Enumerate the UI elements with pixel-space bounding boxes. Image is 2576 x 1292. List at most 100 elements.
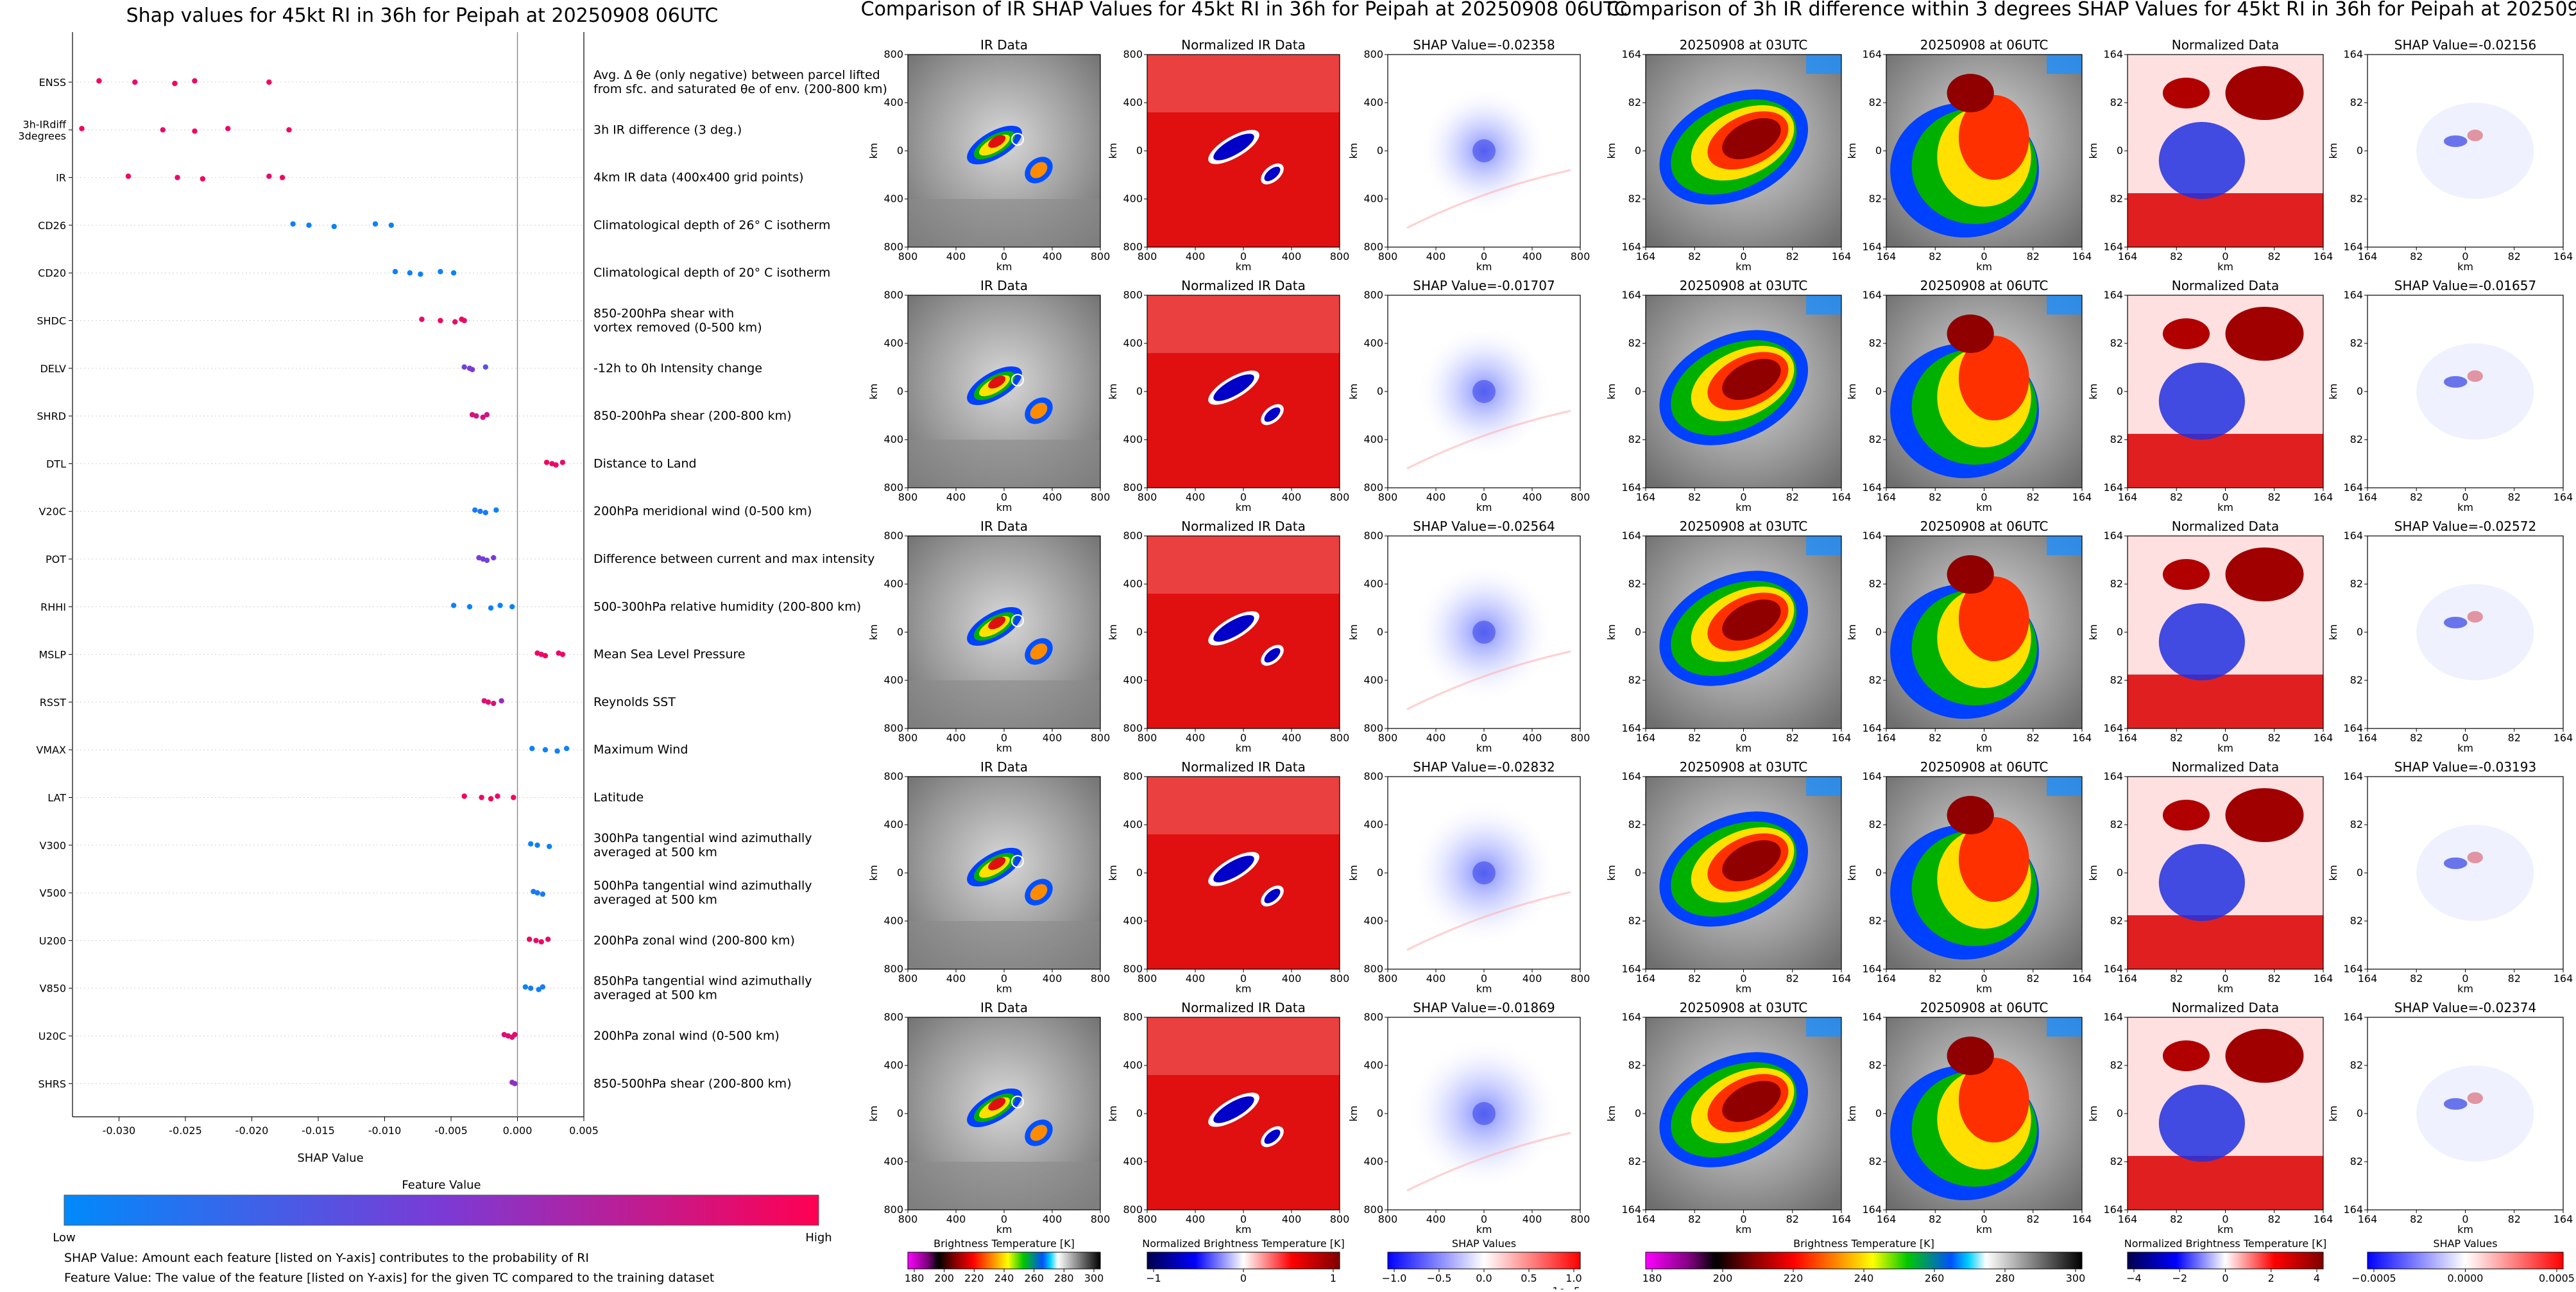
x-tick-label: 164 [2554, 1213, 2573, 1225]
feature-label: IR [56, 172, 66, 184]
y-tick-label: 800 [883, 1203, 903, 1216]
x-tick-label: 82 [2027, 250, 2040, 263]
shap-point [540, 984, 546, 990]
y-tick-label: 164 [1862, 241, 1882, 253]
y-tick-label: 164 [2343, 241, 2363, 253]
norm-ir-band [1264, 1129, 1281, 1144]
shapdiff-blue [2443, 617, 2468, 628]
x-tick-label: 82 [1688, 1213, 1701, 1225]
feature-label: SHRS [38, 1078, 66, 1090]
y-tick-label: 800 [1363, 481, 1383, 494]
colorbar-tick-label: −4 [2126, 1272, 2142, 1284]
normdiff-blue [2158, 1085, 2245, 1162]
feature-label: U200 [39, 935, 66, 947]
irdiff-dark [1947, 1037, 1994, 1075]
shap-point [290, 221, 296, 227]
x-tick-label: 82 [2170, 732, 2183, 744]
x-tick-label: 82 [2268, 491, 2281, 503]
y-tick-label: 0 [1635, 866, 1641, 879]
y-tick-label: 0 [2117, 626, 2123, 638]
y-tick-label: 800 [883, 481, 903, 494]
y-tick-label: 400 [883, 674, 903, 686]
y-tick-label: 82 [2110, 193, 2123, 205]
ir-cloud-red [988, 857, 1006, 870]
x-axis-label: km [2217, 742, 2233, 754]
irdiff-dark [1722, 1081, 1781, 1123]
shapdiff-red [2467, 852, 2483, 863]
y-tick-label: 400 [1123, 433, 1143, 445]
x-axis-label: km [1236, 1223, 1252, 1236]
panel-title: Normalized Data [2172, 278, 2280, 293]
colorbar-tick-label: 0 [1240, 1272, 1247, 1284]
ir-band-orange [1030, 402, 1048, 419]
y-axis-label: km [1846, 1106, 1858, 1122]
x-tick-label: 400 [1523, 1213, 1542, 1225]
y-tick-label: 0 [2357, 385, 2363, 397]
y-tick-label: 82 [1628, 915, 1641, 927]
colorbar [1645, 1252, 2083, 1270]
y-axis-label: km [1107, 865, 1119, 881]
y-tick-label: 800 [1363, 963, 1383, 975]
x-tick-label: 82 [2268, 732, 2281, 744]
shapdiff-blue [2443, 857, 2468, 869]
colorbar-label: Brightness Temperature [K] [934, 1237, 1075, 1250]
y-tick-label: 400 [1123, 337, 1143, 349]
x-tick-label: 82 [2268, 250, 2281, 263]
shap-point [479, 795, 484, 800]
y-axis-label: km [867, 384, 880, 400]
shap-red-streak [1406, 1132, 1571, 1192]
shapdiff-haze [2416, 584, 2534, 680]
ir-band-orange [1030, 884, 1048, 900]
shap-point [192, 78, 198, 84]
x-tick-label: -0.015 [302, 1124, 335, 1137]
y-tick-label: 0 [2117, 866, 2123, 879]
panel-title: 20250908 at 06UTC [1920, 37, 2049, 53]
shap-point [482, 364, 489, 370]
colorbar [1147, 1252, 1340, 1270]
x-tick-label: 0 [2462, 732, 2468, 744]
feature-description: 200hPa zonal wind (200-800 km) [593, 933, 795, 947]
y-tick-label: 82 [2110, 1155, 2123, 1167]
x-tick-label: 400 [1426, 972, 1446, 985]
irdiff-dark [1947, 555, 1994, 594]
x-tick-label: 82 [2508, 250, 2521, 263]
x-axis-label: km [996, 261, 1012, 273]
x-axis-label: km [2457, 742, 2473, 754]
colorbar-multiplier: 1e−5 [1552, 1285, 1580, 1289]
irdiff-dark [1947, 314, 1994, 353]
shap-point [450, 270, 457, 276]
y-tick-label: 164 [2343, 530, 2363, 542]
shap-point [469, 366, 475, 372]
normdiff-dark-left [2162, 559, 2210, 590]
x-tick-label: 800 [1330, 732, 1350, 744]
x-axis-label: km [1976, 1223, 1992, 1236]
x-tick-label: 164 [2314, 250, 2333, 263]
x-tick-label: -0.010 [368, 1124, 402, 1137]
x-axis-label: km [1476, 1223, 1492, 1236]
y-tick-label: 400 [883, 578, 903, 590]
footnote-feature: Feature Value: The value of the feature … [64, 1271, 714, 1285]
y-tick-label: 82 [1628, 1155, 1641, 1167]
shap-point [132, 79, 138, 85]
norm-ir-core [1213, 374, 1254, 401]
shap-core [1472, 380, 1496, 403]
y-tick-label: 82 [1628, 337, 1641, 349]
shap-point [491, 700, 497, 707]
y-tick-label: 82 [1628, 433, 1641, 445]
y-tick-label: 400 [1123, 1059, 1143, 1071]
x-tick-label: 400 [946, 1213, 966, 1225]
y-tick-label: 0 [2117, 1107, 2123, 1119]
y-axis-label: km [2087, 143, 2099, 159]
y-tick-label: 164 [1862, 48, 1882, 60]
y-tick-label: 0 [1635, 385, 1641, 397]
y-tick-label: 82 [1628, 578, 1641, 590]
shap-core [1472, 1102, 1496, 1125]
y-tick-label: 400 [883, 193, 903, 205]
y-axis-label: km [867, 143, 880, 159]
x-tick-label: 82 [2410, 1213, 2423, 1225]
y-tick-label: 82 [1628, 1059, 1641, 1071]
x-tick-label: 800 [1330, 1213, 1350, 1225]
beeswarm-title: Shap values for 45kt RI in 36h for Peipa… [126, 4, 719, 27]
y-tick-label: 164 [2103, 530, 2123, 542]
normdiff-lower [2128, 434, 2323, 488]
